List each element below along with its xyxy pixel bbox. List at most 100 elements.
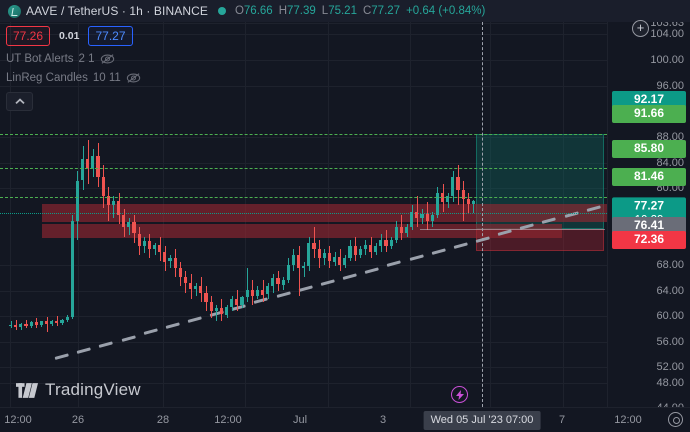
candle-body	[312, 242, 316, 249]
candle-body	[153, 244, 157, 250]
candle-body	[96, 155, 100, 178]
candle-body	[405, 227, 409, 234]
candle-body	[446, 196, 450, 203]
price-tick-label: 60.00	[656, 310, 684, 322]
time-tick-label: 28	[156, 414, 170, 426]
price-tick-label: 84.00	[656, 157, 684, 169]
candle-body	[379, 239, 383, 246]
timescale-settings-icon[interactable]	[668, 412, 683, 427]
candle-body	[178, 267, 182, 278]
candle-body	[142, 240, 146, 246]
candle-body	[261, 289, 265, 295]
candle-body	[50, 320, 54, 324]
time-tick-label: 7	[558, 414, 566, 426]
price-tick-label: 68.00	[656, 259, 684, 271]
candle-wick	[298, 245, 300, 296]
candle-body	[410, 211, 414, 228]
symbol-title[interactable]: AAVE / TetherUS · 1h · BINANCE	[26, 4, 208, 18]
time-tick-label: 12:00	[614, 414, 642, 426]
candle-body	[322, 253, 326, 259]
candle-body	[199, 285, 203, 293]
grid-line-horizontal	[0, 23, 607, 24]
price-badge-value: 77.27	[633, 198, 665, 213]
price-badge-value: 76.41	[633, 218, 665, 232]
aave-coin-icon	[8, 4, 21, 18]
price-badge-value: 85.80	[633, 141, 665, 155]
candle-body	[394, 227, 398, 240]
price-level-badge[interactable]: 72.36	[612, 231, 686, 249]
candle-body	[168, 258, 172, 262]
candle-body	[225, 307, 229, 315]
chart-pane[interactable]: TradingView	[0, 22, 607, 407]
candle-wick	[314, 227, 315, 259]
price-level-badge[interactable]: 92.17	[612, 91, 686, 109]
price-tick-label: 56.00	[656, 336, 684, 348]
candle-body	[24, 323, 28, 326]
price-level-badge[interactable]: 81.46	[612, 168, 686, 186]
trendline-segment	[276, 291, 291, 299]
candle-body	[348, 245, 352, 259]
candle-body	[384, 239, 388, 246]
candle-body	[117, 201, 121, 215]
candle-body	[173, 258, 177, 268]
add-indicator-plus-button[interactable]: +	[632, 20, 649, 37]
crosshair-vertical-line	[482, 22, 483, 407]
candle-body	[111, 201, 115, 206]
price-tick-label: 64.00	[656, 285, 684, 297]
candle-body	[451, 177, 455, 197]
price-level-badge[interactable]: 85.80	[612, 140, 686, 158]
candle-body	[29, 322, 33, 326]
crosshair-time-badge: Wed 05 Jul '23 07:00	[423, 411, 541, 430]
candle-wick	[247, 267, 249, 303]
trendline-segment	[386, 260, 402, 268]
candle-body	[466, 199, 470, 205]
candle-body	[235, 298, 239, 306]
candle-body	[399, 227, 403, 234]
candle-wick	[10, 320, 12, 329]
trendline-segment	[342, 272, 357, 280]
price-tick-label: 100.00	[650, 54, 684, 66]
candle-body	[415, 211, 419, 218]
candle-body	[456, 177, 460, 190]
time-scale[interactable]: 12:00 26 28 12:00 Jul 3 7 12:00 Wed 05 Jul '23 …	[0, 407, 690, 432]
trendline-segment	[453, 242, 468, 249]
price-tick-label: 104.00	[650, 28, 684, 40]
candle-body	[369, 244, 373, 253]
candle-body	[55, 320, 59, 324]
candle-wick	[473, 199, 475, 214]
candle-body	[317, 249, 321, 259]
grid-line-horizontal	[0, 163, 607, 164]
candle-body	[327, 253, 331, 262]
live-status-dot	[217, 7, 226, 15]
trendline-segment	[253, 297, 269, 305]
candle-body	[158, 244, 162, 253]
tp-line-1	[0, 134, 607, 135]
candle-body	[45, 321, 49, 324]
price-scale[interactable]: 103.63 104.00 100.00 96.00 88.00 84.00 80.00 68…	[607, 17, 690, 414]
candle-body	[86, 158, 90, 168]
tp-line-3	[0, 197, 607, 198]
entry-price-line	[420, 229, 605, 230]
price-level-badge[interactable]: 76.41	[612, 217, 686, 235]
candle-body	[194, 285, 198, 290]
candle-body	[60, 319, 64, 324]
candle-body	[204, 292, 208, 303]
legend-collapse-button[interactable]	[6, 92, 33, 111]
candle-body	[75, 180, 79, 221]
lightning-bolt-alert-icon[interactable]	[451, 386, 468, 403]
candle-body	[9, 324, 13, 326]
grid-line-horizontal	[0, 291, 607, 292]
price-badge-value: 81.46	[633, 169, 665, 183]
ohlc-high-value: 77.39	[287, 5, 316, 17]
candle-body	[297, 255, 301, 268]
candle-body	[81, 158, 85, 181]
candle-body	[183, 277, 187, 284]
candle-body	[363, 244, 367, 250]
price-badge-value: 72.36	[633, 232, 665, 246]
tradingview-watermark: TradingView	[16, 380, 141, 400]
candle-wick	[216, 305, 218, 321]
candle-body	[137, 233, 141, 246]
candle-body	[34, 322, 38, 326]
price-level-badge[interactable]: 91.66	[612, 105, 686, 123]
trendline-segment	[165, 322, 180, 330]
